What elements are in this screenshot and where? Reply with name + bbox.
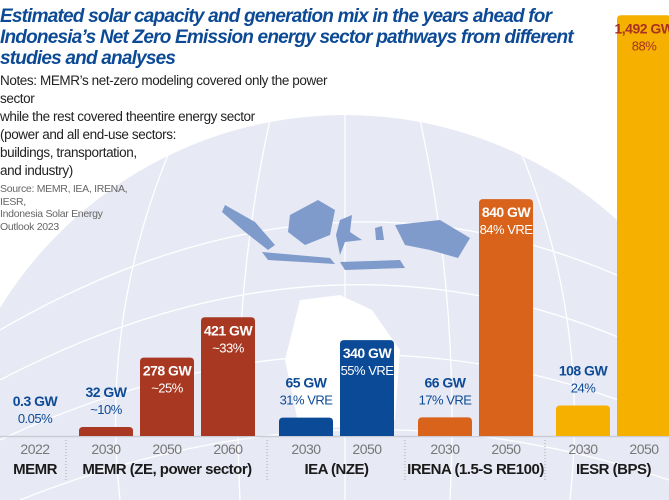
share-label: 17% VRE (419, 392, 473, 407)
value-label: 32 GW (85, 384, 127, 400)
bar (201, 317, 255, 436)
share-label: 84% VRE (480, 222, 534, 237)
bar (479, 199, 533, 436)
notes-line: Notes: MEMR’s net-zero modeling covered … (0, 73, 328, 106)
chart-title: Estimated solar capacity and generation … (0, 6, 574, 69)
share-label: 24% (571, 381, 596, 396)
bar (79, 426, 133, 436)
year-label: 2050 (152, 441, 182, 457)
share-label: 55% VRE (341, 363, 395, 378)
notes-line: buildings, transportation, (0, 145, 137, 160)
share-label: 0.05% (18, 411, 53, 426)
group-label: IRENA (1.5-S RE100) (407, 461, 544, 478)
group-label: MEMR (13, 461, 57, 478)
share-label: ~10% (90, 402, 123, 417)
value-label: 0.3 GW (13, 393, 59, 409)
value-label: 840 GW (482, 204, 532, 220)
year-label: 2022 (20, 441, 50, 457)
group-label: IEA (NZE) (304, 461, 369, 478)
year-label: 2030 (291, 441, 321, 457)
group-label: IESR (BPS) (576, 461, 652, 478)
year-label: 2030 (91, 441, 121, 457)
year-label: 2030 (568, 441, 598, 457)
value-label: 65 GW (285, 375, 327, 391)
bar (279, 417, 333, 436)
value-label: 1,492 GW (614, 20, 669, 36)
source-line: Indonesia Solar Energy (0, 208, 103, 220)
bar (556, 405, 610, 436)
value-label: 66 GW (424, 374, 466, 390)
source-line: Source: MEMR, IEA, IRENA, IESR, (0, 183, 128, 208)
notes: Notes: MEMR’s net-zero modeling covered … (0, 72, 340, 180)
bar (418, 417, 472, 436)
value-label: 108 GW (559, 363, 609, 379)
year-label: 2050 (629, 441, 659, 457)
year-label: 2060 (213, 441, 243, 457)
notes-line: (power and all end-use sectors: (0, 127, 176, 142)
bar (140, 357, 194, 436)
bar (340, 340, 394, 436)
share-label: 88% (632, 38, 657, 53)
notes-line: and industry) (0, 163, 73, 178)
year-label: 2050 (491, 441, 521, 457)
year-label: 2050 (352, 441, 382, 457)
value-label: 278 GW (143, 363, 193, 379)
header-text: Estimated solar capacity and generation … (0, 6, 600, 233)
indonesia-map (222, 200, 470, 270)
group-label: MEMR (ZE, power sector) (82, 461, 252, 478)
share-label: 31% VRE (280, 393, 334, 408)
source-line: Outlook 2023 (0, 220, 59, 233)
year-label: 2030 (430, 441, 460, 457)
share-label: ~25% (151, 381, 184, 396)
share-label: ~33% (212, 340, 245, 355)
value-label: 340 GW (343, 345, 393, 361)
source: Source: MEMR, IEA, IRENA, IESR, Indonesi… (0, 183, 140, 233)
bar (617, 15, 669, 436)
notes-line: while the rest covered theentire energy … (0, 109, 255, 124)
value-label: 421 GW (204, 322, 254, 338)
